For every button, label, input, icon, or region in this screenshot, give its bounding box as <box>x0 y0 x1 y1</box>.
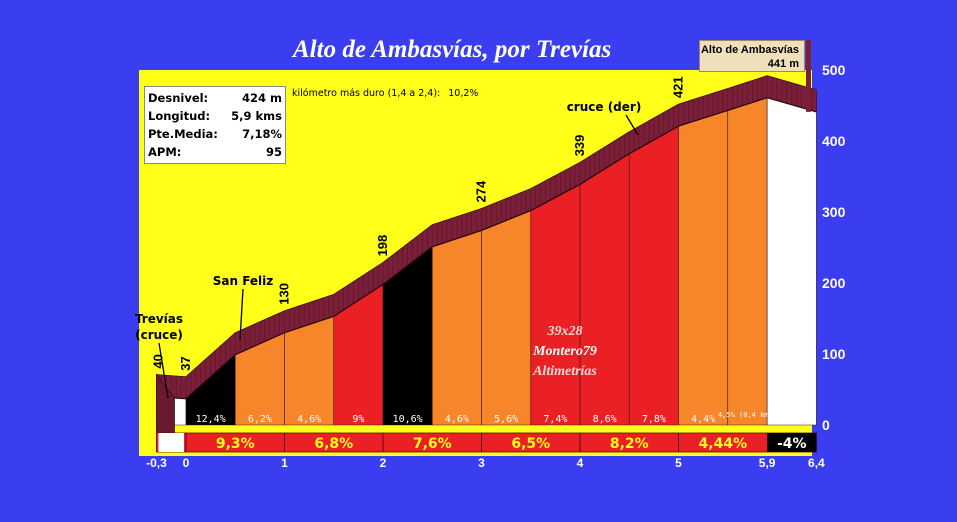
summit-name: Alto de Ambasvías <box>700 44 799 56</box>
y-tick-label: 100 <box>822 346 846 362</box>
profile-ribbon <box>156 75 817 451</box>
segment-grade-label: 12,4% <box>196 414 226 425</box>
credit-size: 39x28 <box>547 324 583 339</box>
segment-grade-label: 4,6% <box>297 414 321 425</box>
stats-panel: Desnivel: 424 m Longitud: 5,9 kms Pte.Me… <box>144 86 286 164</box>
grade-segment <box>284 315 335 426</box>
landmark-label: Trevías <box>135 312 183 326</box>
profile-line <box>156 97 817 400</box>
segment-grade-label: 7,8% <box>642 414 666 425</box>
landmark-pointer <box>239 288 244 341</box>
segment-grade-label: 6,2% <box>248 414 272 425</box>
stat-label: APM: <box>148 145 182 159</box>
grade-segment <box>431 230 482 426</box>
elevation-label: 37 <box>178 356 193 370</box>
x-tick-label: 5 <box>675 456 682 470</box>
x-tick-label: 4 <box>577 456 584 470</box>
stat-value: 7,18% <box>242 127 282 141</box>
x-tick-label: 1 <box>281 456 288 470</box>
elevation-label: 274 <box>474 180 489 202</box>
chart-title: Alto de Ambasvías, por Trevías <box>293 36 612 63</box>
landmark-label: San Feliz <box>213 274 274 288</box>
stat-label: Pte.Media: <box>148 127 218 141</box>
summit-flag-pole <box>806 40 811 112</box>
km-grade-label: 8,2% <box>610 436 649 452</box>
landmark-pointer <box>158 342 169 399</box>
grade-segment <box>530 183 581 426</box>
landmark-pointer <box>625 114 639 136</box>
stat-label: Desnivel: <box>148 91 209 105</box>
elevation-label: 198 <box>375 235 390 257</box>
grade-segment <box>628 125 679 426</box>
km-grade-label: 9,3% <box>216 436 255 452</box>
stat-value: 424 m <box>242 91 282 105</box>
segment-grade-label: 9% <box>352 414 364 425</box>
km-grade-label: 7,6% <box>413 436 452 452</box>
km-band-start <box>158 433 184 452</box>
km-grade-label: 6,8% <box>314 436 353 452</box>
stat-value: 5,9 kms <box>231 109 282 123</box>
grade-segment <box>727 97 768 426</box>
descent-grade-label: -4% <box>777 436 807 452</box>
stat-value: 95 <box>265 145 282 159</box>
segment-grade-label: 5,6% <box>494 414 518 425</box>
hardest-km-note: kilómetro más duro (1,4 a 2,4): 10,2% <box>292 88 478 99</box>
elevation-label: 339 <box>572 135 587 157</box>
segment-grade-label: 4,5% (0,4 kms) <box>718 411 777 419</box>
credits: 39x28 Montero79 Altimetrías <box>510 322 620 382</box>
stat-label: Longitud: <box>148 109 211 123</box>
x-tick-label: 3 <box>478 456 485 470</box>
x-tick-label: 6,4 <box>808 456 825 470</box>
credit-site: Altimetrías <box>533 364 597 379</box>
grade-segment <box>766 97 817 426</box>
km-band: 9,3% 6,8% 7,6% 6,5% 8,2% 4,44% -4% <box>156 432 817 453</box>
y-tick-label: 400 <box>822 133 846 149</box>
y-tick-label: 300 <box>822 204 846 220</box>
x-tick-label: -0,3 <box>146 456 167 470</box>
chart-labels: 12,4% 6,2% 4,6% 9% 10,6% 4,6% 5,6% 7,4% 8,6% 7,8%… <box>135 48 846 470</box>
landmark-label: (cruce) <box>135 328 183 342</box>
stats-row: APM: 95 <box>148 143 282 161</box>
segment-grade-label: 4,6% <box>445 414 469 425</box>
x-tick-label: 5,9 <box>759 456 776 470</box>
stats-row: Desnivel: 424 m <box>148 89 282 107</box>
segment-grade-label: 4,4% <box>691 414 715 425</box>
grade-segment <box>481 210 532 426</box>
grade-segment <box>579 153 630 426</box>
segment-grade-label: 10,6% <box>393 414 423 425</box>
grade-segments <box>156 97 817 426</box>
summit-altitude: 441 m <box>767 58 799 70</box>
elevation-label: 421 <box>671 76 686 98</box>
grade-segment <box>678 110 729 426</box>
elevation-label: 130 <box>277 283 292 305</box>
segment-grade-label: 7,4% <box>543 414 567 425</box>
landmark-label: cruce (der) <box>567 100 642 114</box>
y-tick-label: 500 <box>822 62 846 78</box>
hardest-km-value: 10,2% <box>448 88 479 99</box>
km-grade-label: 6,5% <box>511 436 550 452</box>
km-grade-label: 4,44% <box>699 436 748 452</box>
y-tick-label: 0 <box>822 417 830 433</box>
summit-flag <box>806 40 811 112</box>
summit-box: Alto de Ambasvías 441 m <box>699 40 805 72</box>
km-band-descent <box>767 433 817 452</box>
segment-grade-label: 8,6% <box>593 414 617 425</box>
y-tick-label: 200 <box>822 275 846 291</box>
x-tick-label: 2 <box>380 456 387 470</box>
x-tick-label: 0 <box>183 456 190 470</box>
stats-row: Longitud: 5,9 kms <box>148 107 282 125</box>
credit-author: Montero79 <box>533 344 597 359</box>
stats-row: Pte.Media: 7,18% <box>148 125 282 143</box>
hardest-km-label: kilómetro más duro (1,4 a 2,4): <box>292 88 441 99</box>
